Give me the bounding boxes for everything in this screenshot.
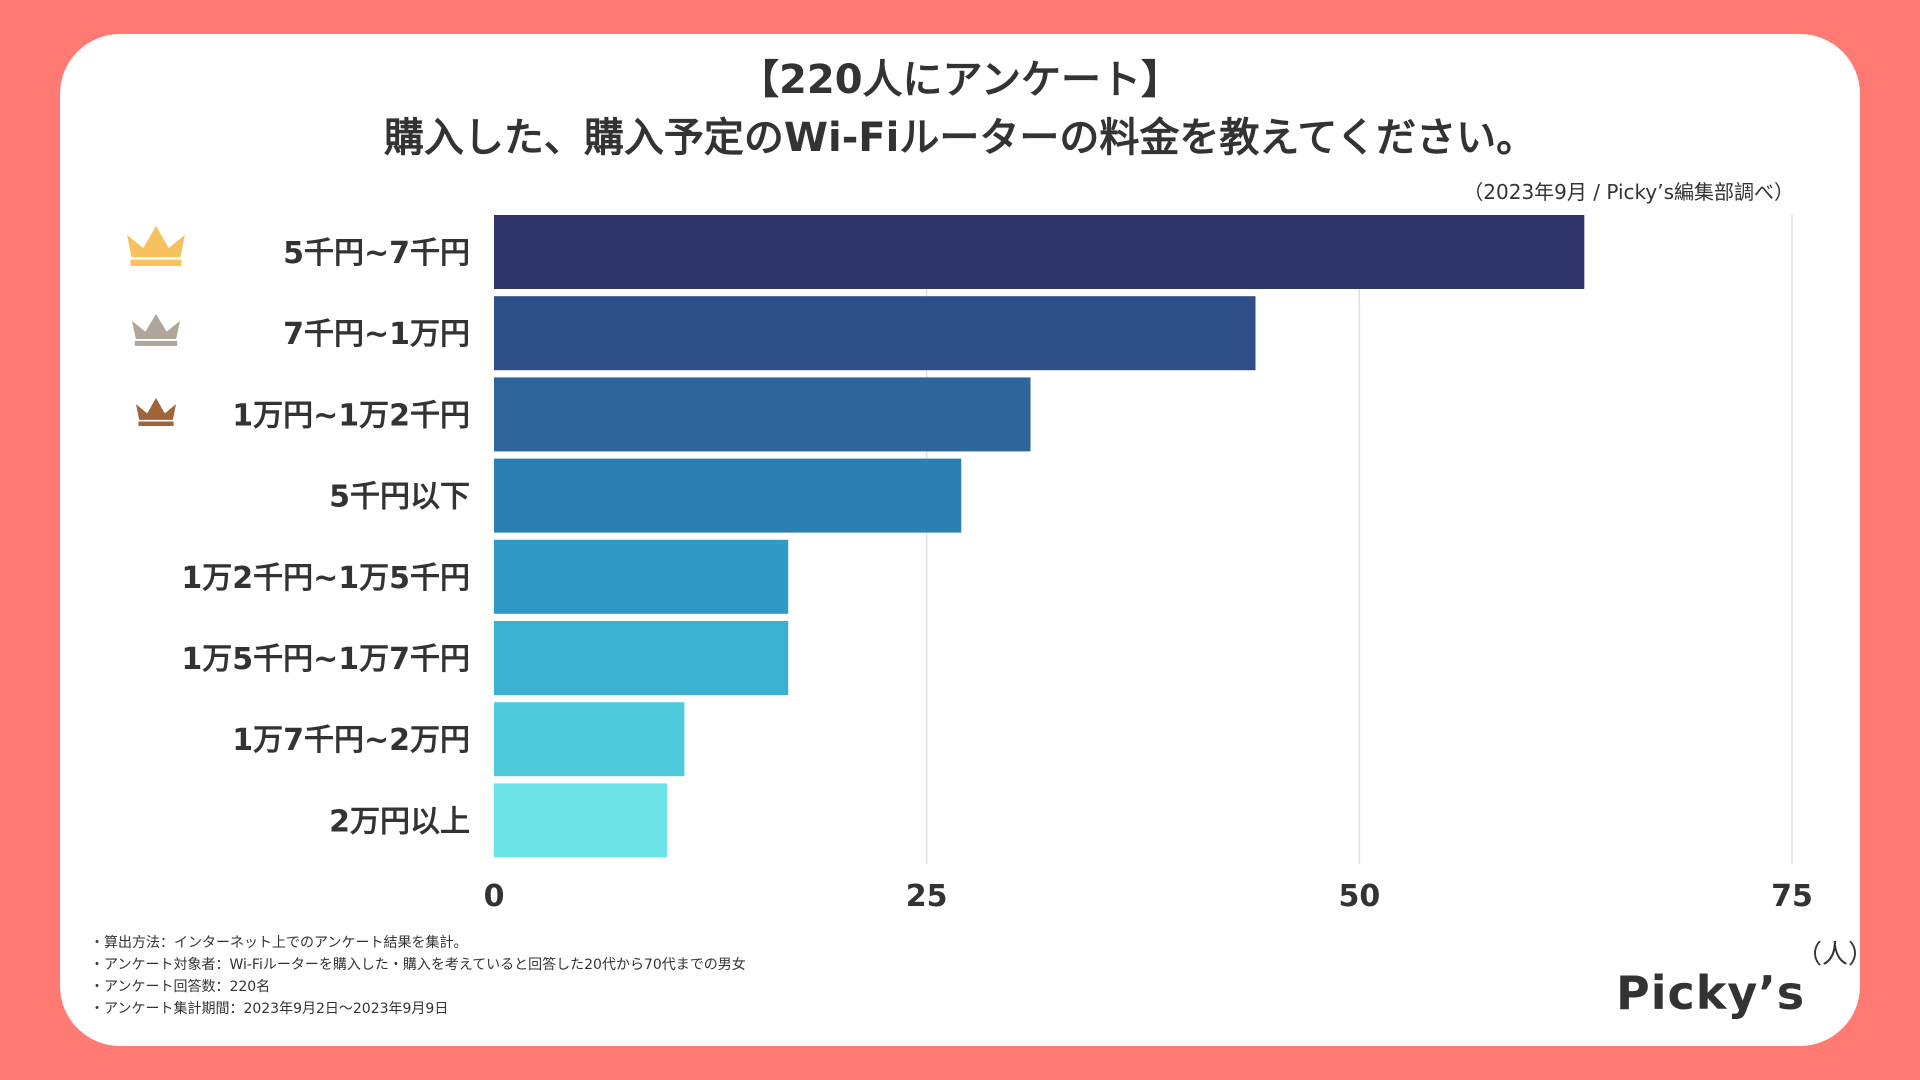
category-label: 1万7千円~2万円 — [232, 723, 470, 758]
bar — [494, 458, 962, 533]
bronze-crown-icon — [136, 398, 176, 420]
title-line1: 【220人にアンケート】 — [739, 57, 1181, 103]
source-note: （2023年9月 / Picky’s編集部調べ） — [1463, 180, 1794, 204]
gold-crown-icon-base — [130, 259, 182, 266]
bar — [494, 783, 668, 858]
x-tick-label: 50 — [1338, 879, 1380, 914]
chart-card — [60, 34, 1860, 1046]
bar — [494, 377, 1031, 452]
silver-crown-icon — [132, 314, 180, 339]
note-target: ・アンケート対象者：Wi-Fiルーターを購入した・購入を考えていると回答した20… — [90, 957, 746, 973]
survey-notes: ・算出方法：インターネット上でのアンケート結果を集計。 ・アンケート対象者：Wi… — [90, 932, 746, 1020]
category-label: 1万5千円~1万7千円 — [181, 642, 470, 677]
category-label: 2万円以上 — [329, 804, 470, 839]
note-count: ・アンケート回答数：220名 — [90, 979, 271, 995]
category-label: 7千円~1万円 — [283, 317, 470, 352]
category-label: 1万円~1万2千円 — [232, 398, 470, 433]
bar — [494, 215, 1585, 289]
bar — [494, 702, 685, 777]
x-tick-label: 0 — [484, 879, 505, 914]
x-tick-label: 25 — [906, 879, 948, 914]
bar — [494, 539, 789, 614]
brand-logo: Picky’s — [1616, 966, 1806, 1020]
note-method: ・算出方法：インターネット上でのアンケート結果を集計。 — [90, 935, 468, 951]
gold-crown-icon — [127, 226, 185, 258]
title-line2: 購入した、購入予定のWi-Fiルーターの料金を教えてください。 — [383, 115, 1537, 161]
bronze-crown-icon-base — [138, 421, 174, 426]
bar — [494, 621, 789, 695]
x-axis-unit: （人） — [1796, 940, 1875, 970]
category-label: 1万2千円~1万5千円 — [181, 561, 470, 596]
note-period: ・アンケート集計期間：2023年9月2日〜2023年9月9日 — [90, 1001, 449, 1017]
bar — [494, 296, 1256, 371]
category-label: 5千円以下 — [329, 480, 470, 515]
category-label: 5千円~7千円 — [283, 236, 470, 271]
x-tick-label: 75 — [1771, 879, 1813, 914]
silver-crown-icon-base — [134, 340, 178, 346]
